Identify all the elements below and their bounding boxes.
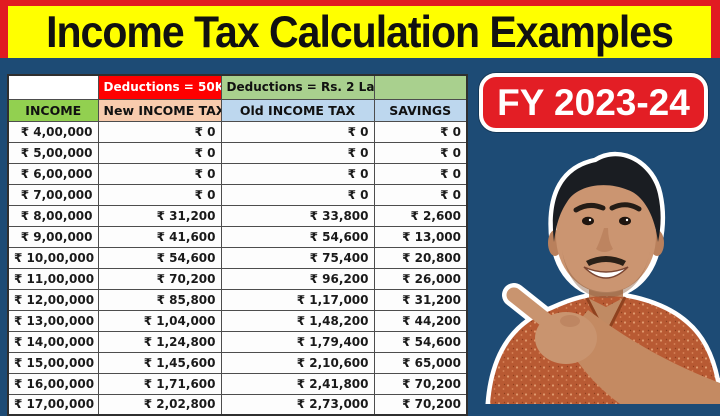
table-cell: ₹ 54,600	[97, 246, 222, 269]
table-cell: ₹ 41,600	[97, 225, 222, 248]
tax-table: Deductions = 50K Deductions = Rs. 2 Lacs I…	[7, 74, 468, 416]
table-cell: ₹ 70,200	[373, 372, 468, 395]
table-row: ₹ 9,00,000 ₹ 41,600 ₹ 54,600 ₹ 13,000	[7, 225, 468, 248]
group-header-cell: Deductions = 50K	[97, 74, 222, 100]
table-row: ₹ 13,00,000 ₹ 1,04,000 ₹ 1,48,200 ₹ 44,200	[7, 309, 468, 332]
table-cell: ₹ 7,00,000	[7, 183, 99, 206]
table-cell: ₹ 0	[97, 141, 222, 164]
table-cell: ₹ 85,800	[97, 288, 222, 311]
group-header-cell	[373, 74, 468, 100]
table-row: ₹ 11,00,000 ₹ 70,200 ₹ 96,200 ₹ 26,000	[7, 267, 468, 290]
table-cell: ₹ 0	[97, 120, 222, 143]
table-cell: ₹ 0	[220, 120, 375, 143]
table-cell: ₹ 0	[373, 183, 468, 206]
table-cell: ₹ 0	[373, 141, 468, 164]
table-row: ₹ 10,00,000 ₹ 54,600 ₹ 75,400 ₹ 20,800	[7, 246, 468, 269]
table-cell: ₹ 6,00,000	[7, 162, 99, 185]
fy-badge: FY 2023-24	[479, 73, 708, 132]
table-row: ₹ 5,00,000 ₹ 0 ₹ 0 ₹ 0	[7, 141, 468, 164]
table-cell: ₹ 1,48,200	[220, 309, 375, 332]
table-cell: ₹ 9,00,000	[7, 225, 99, 248]
table-cell: ₹ 16,00,000	[7, 372, 99, 395]
table-cell: ₹ 0	[220, 141, 375, 164]
table-cell: ₹ 44,200	[373, 309, 468, 332]
table-cell: ₹ 11,00,000	[7, 267, 99, 290]
table-cell: ₹ 96,200	[220, 267, 375, 290]
table-row: ₹ 16,00,000 ₹ 1,71,600 ₹ 2,41,800 ₹ 70,200	[7, 372, 468, 395]
table-cell: ₹ 2,02,800	[97, 393, 222, 416]
table-row: ₹ 6,00,000 ₹ 0 ₹ 0 ₹ 0	[7, 162, 468, 185]
column-header-savings: SAVINGS	[373, 98, 468, 122]
page-title: Income Tax Calculation Examples	[46, 6, 674, 57]
table-cell: ₹ 31,200	[373, 288, 468, 311]
table-row: ₹ 7,00,000 ₹ 0 ₹ 0 ₹ 0	[7, 183, 468, 206]
table-cell: ₹ 8,00,000	[7, 204, 99, 227]
table-cell: ₹ 1,71,600	[97, 372, 222, 395]
table-row: ₹ 17,00,000 ₹ 2,02,800 ₹ 2,73,000 ₹ 70,200	[7, 393, 468, 416]
table-cell: ₹ 4,00,000	[7, 120, 99, 143]
column-header-income: INCOME	[7, 98, 99, 122]
table-cell: ₹ 54,600	[373, 330, 468, 353]
column-header-old-income-tax: Old INCOME TAX	[220, 98, 375, 122]
table-row: ₹ 4,00,000 ₹ 0 ₹ 0 ₹ 0	[7, 120, 468, 143]
fy-badge-label: FY 2023-24	[497, 81, 690, 123]
table-cell: ₹ 0	[220, 183, 375, 206]
table-cell: ₹ 54,600	[220, 225, 375, 248]
table-cell: ₹ 15,00,000	[7, 351, 99, 374]
table-cell: ₹ 1,17,000	[220, 288, 375, 311]
table-cell: ₹ 26,000	[373, 267, 468, 290]
table-row: ₹ 8,00,000 ₹ 31,200 ₹ 33,800 ₹ 2,600	[7, 204, 468, 227]
table-cell: ₹ 5,00,000	[7, 141, 99, 164]
table-cell: ₹ 2,41,800	[220, 372, 375, 395]
table-cell: ₹ 10,00,000	[7, 246, 99, 269]
table-cell: ₹ 70,200	[97, 267, 222, 290]
table-cell: ₹ 1,45,600	[97, 351, 222, 374]
presenter-photo	[485, 151, 720, 404]
table-cell: ₹ 0	[97, 183, 222, 206]
table-cell: ₹ 13,00,000	[7, 309, 99, 332]
table-cell: ₹ 1,04,000	[97, 309, 222, 332]
table-row: ₹ 12,00,000 ₹ 85,800 ₹ 1,17,000 ₹ 31,200	[7, 288, 468, 311]
tax-table-container: Deductions = 50K Deductions = Rs. 2 Lacs I…	[7, 74, 468, 416]
table-cell: ₹ 2,10,600	[220, 351, 375, 374]
table-cell: ₹ 70,200	[373, 393, 468, 416]
table-cell: ₹ 75,400	[220, 246, 375, 269]
table-cell: ₹ 0	[220, 162, 375, 185]
table-cell: ₹ 12,00,000	[7, 288, 99, 311]
table-cell: ₹ 0	[373, 120, 468, 143]
group-header-cell	[7, 74, 99, 100]
table-cell: ₹ 33,800	[220, 204, 375, 227]
title-bar: Income Tax Calculation Examples	[0, 0, 720, 58]
table-cell: ₹ 1,79,400	[220, 330, 375, 353]
table-cell: ₹ 17,00,000	[7, 393, 99, 416]
table-cell: ₹ 13,000	[373, 225, 468, 248]
table-cell: ₹ 0	[97, 162, 222, 185]
table-row: ₹ 15,00,000 ₹ 1,45,600 ₹ 2,10,600 ₹ 65,000	[7, 351, 468, 374]
column-header-new-income-tax: New INCOME TAX	[97, 98, 222, 122]
table-cell: ₹ 65,000	[373, 351, 468, 374]
table-row: ₹ 14,00,000 ₹ 1,24,800 ₹ 1,79,400 ₹ 54,600	[7, 330, 468, 353]
presenter-figure	[490, 156, 720, 404]
table-cell: ₹ 1,24,800	[97, 330, 222, 353]
table-cell: ₹ 0	[373, 162, 468, 185]
table-cell: ₹ 31,200	[97, 204, 222, 227]
table-cell: ₹ 2,600	[373, 204, 468, 227]
table-cell: ₹ 20,800	[373, 246, 468, 269]
table-cell: ₹ 14,00,000	[7, 330, 99, 353]
group-header-cell: Deductions = Rs. 2 Lacs	[220, 74, 375, 100]
table-cell: ₹ 2,73,000	[220, 393, 375, 416]
